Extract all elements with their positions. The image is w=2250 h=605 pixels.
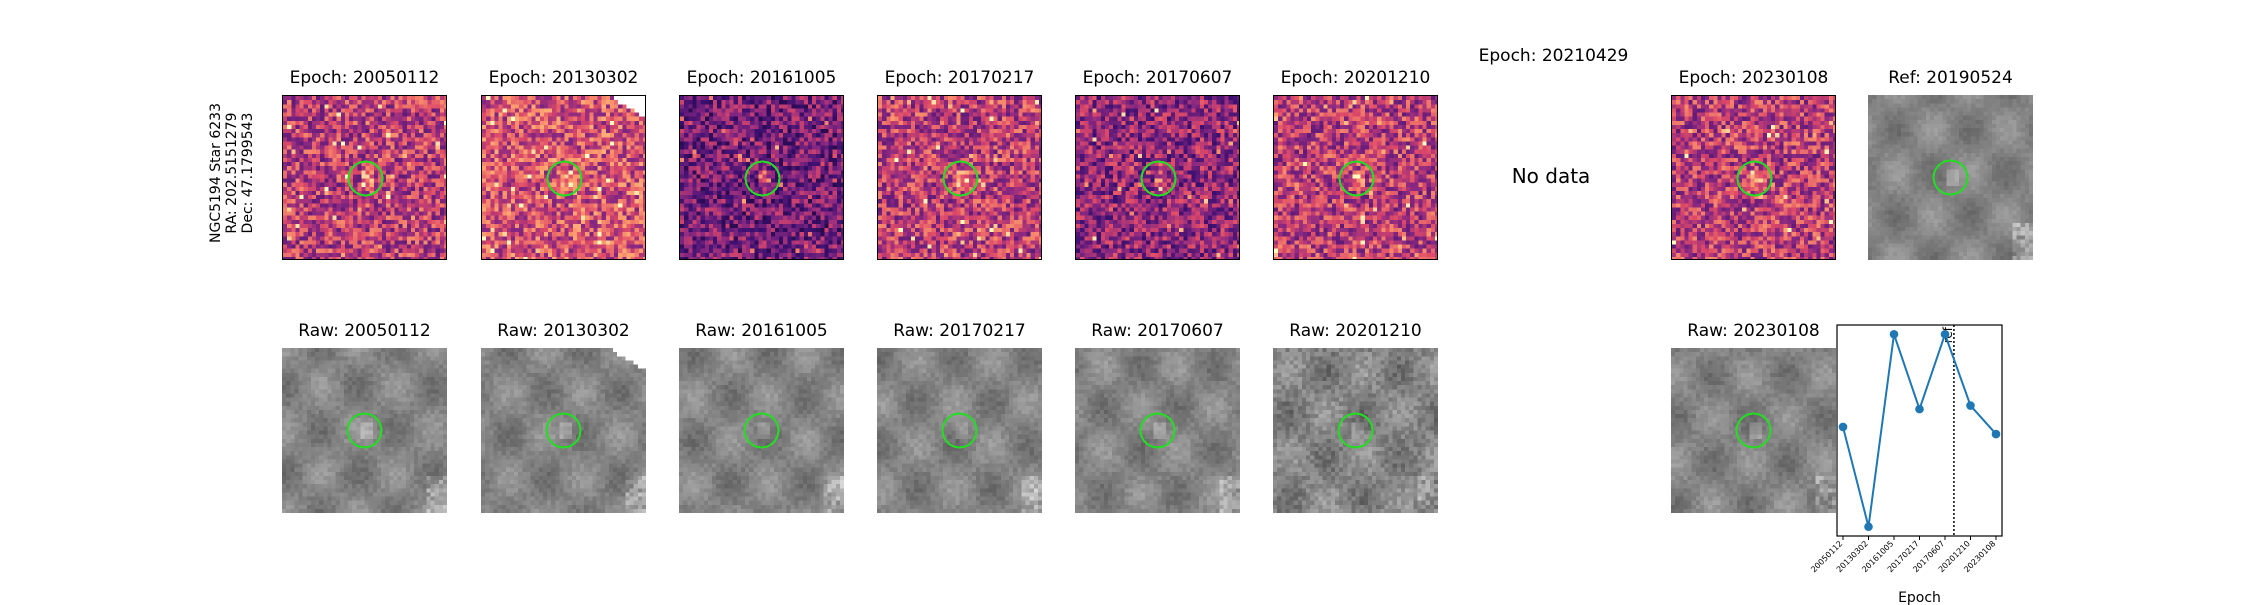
raw-image (1868, 95, 2033, 260)
epoch-image-panel (1273, 95, 1438, 260)
difference-image (680, 96, 844, 260)
raw-panel-title: Raw: 20161005 (695, 321, 828, 341)
raw-image-panel (1273, 348, 1438, 513)
top-panel-title: Epoch: 20170607 (1083, 68, 1233, 88)
raw-panel-title: Raw: 20170607 (1091, 321, 1224, 341)
raw-panel-title: Raw: 20230108 (1687, 321, 1820, 341)
top-panel-title: Epoch: 20050112 (290, 68, 440, 88)
epoch-image-panel (481, 95, 646, 260)
no-data-label: No data (1512, 164, 1591, 188)
raw-image-panel (1671, 348, 1836, 513)
raw-panel-title: Raw: 20130302 (497, 321, 630, 341)
raw-panel-title: Raw: 20050112 (298, 321, 431, 341)
x-axis-label: Epoch (1898, 590, 1941, 605)
epoch-image-panel (1075, 95, 1240, 260)
difference-image (1274, 96, 1438, 260)
series-line (1843, 334, 1996, 526)
star-name: NGC5194 Star 6233 (208, 103, 224, 243)
difference-image (283, 96, 447, 260)
raw-image-panel (1075, 348, 1240, 513)
difference-image (1672, 96, 1836, 260)
star-dec: Dec: 47.1799543 (240, 103, 256, 243)
raw-panel-title: Raw: 20201210 (1289, 321, 1422, 341)
diff-flux-chart: ref2005011220130302201610052017021720170… (1807, 315, 2017, 605)
data-point (1941, 330, 1950, 339)
data-point (1890, 330, 1899, 339)
reference-image-panel (1868, 95, 2033, 260)
epoch-image-panel (679, 95, 844, 260)
epoch-image-panel (877, 95, 1042, 260)
difference-image (1076, 96, 1240, 260)
raw-image (679, 348, 844, 513)
star-label: NGC5194 Star 6233 RA: 202.5151279 Dec: 4… (222, 108, 242, 238)
raw-image (1273, 348, 1438, 513)
top-panel-title: Epoch: 20210429 (1479, 46, 1629, 66)
raw-image (1671, 348, 1836, 513)
raw-image-panel (282, 348, 447, 513)
top-panel-title: Epoch: 20161005 (687, 68, 837, 88)
star-ra: RA: 202.5151279 (224, 103, 240, 243)
top-panel-title: Epoch: 20130302 (489, 68, 639, 88)
data-point (1992, 430, 2001, 439)
epoch-image-panel (1671, 95, 1836, 260)
raw-image-panel (877, 348, 1042, 513)
difference-image (482, 96, 646, 260)
raw-image (282, 348, 447, 513)
data-point (1839, 423, 1848, 432)
raw-image (877, 348, 1042, 513)
top-panel-title: Epoch: 20170217 (885, 68, 1035, 88)
raw-panel-title: Raw: 20170217 (893, 321, 1026, 341)
data-point (1966, 401, 1975, 410)
difference-image (878, 96, 1042, 260)
top-panel-title: Epoch: 20230108 (1679, 68, 1829, 88)
raw-image-panel (481, 348, 646, 513)
raw-image-panel (679, 348, 844, 513)
raw-image (1075, 348, 1240, 513)
top-panel-title: Epoch: 20201210 (1281, 68, 1431, 88)
top-panel-title: Ref: 20190524 (1888, 68, 2013, 88)
data-point (1864, 522, 1873, 531)
data-point (1915, 405, 1924, 414)
epoch-image-panel (282, 95, 447, 260)
raw-image (481, 348, 646, 513)
